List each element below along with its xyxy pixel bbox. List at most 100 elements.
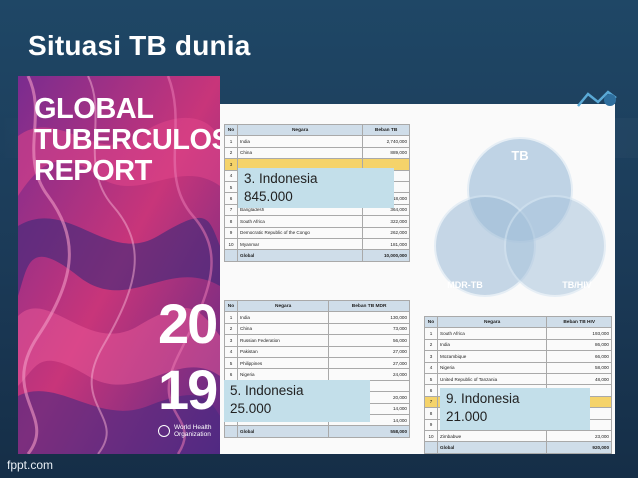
rank-cell: 8 <box>224 215 238 228</box>
country-cell: China <box>236 322 330 336</box>
total-value: 558,000 <box>328 425 410 438</box>
table-row: 3 Russian Federation 56,000 <box>224 334 410 347</box>
rank-cell: 5 <box>424 372 438 386</box>
table-header: Beban TB HIV <box>546 315 612 329</box>
report-cover: GLOBAL TUBERCULOSIS REPORT 20 19 World H… <box>18 76 220 454</box>
rank-cell: 3 <box>224 158 238 171</box>
total-row: Global 10,000,000 <box>224 249 410 262</box>
table-header: No <box>424 315 438 329</box>
tb-hiv-burden-table: No Negara Beban TB HIV 1 South Africa 193,… <box>424 315 612 454</box>
rank-cell: 6 <box>224 368 238 381</box>
total-value: 920,000 <box>546 441 612 454</box>
rank-cell: 3 <box>424 350 438 363</box>
rank-cell: 10 <box>224 237 238 251</box>
country-cell: Myanmar <box>236 237 364 251</box>
table-row: 10 Zimbabwe 23,000 <box>424 429 612 443</box>
table-header: No <box>224 299 238 313</box>
country-cell: South Africa <box>236 215 364 228</box>
value-cell: 86,000 <box>546 338 612 352</box>
rank-cell: 4 <box>224 345 238 358</box>
rank-cell: 4 <box>224 169 238 182</box>
rank-cell: 9 <box>424 418 438 431</box>
value-cell: 23,000 <box>546 429 612 443</box>
venn-label-hiv: TB/HIV <box>562 280 592 290</box>
value-cell: 24,000 <box>328 368 410 381</box>
rank-cell: 4 <box>424 361 438 374</box>
value-cell: 66,000 <box>546 350 612 363</box>
rank-cell: 7 <box>224 203 238 217</box>
total-row: Global 558,000 <box>224 425 410 438</box>
rank-cell: 5 <box>224 356 238 370</box>
cover-title: GLOBAL TUBERCULOSIS REPORT <box>34 93 220 187</box>
value-cell: 27,000 <box>328 356 410 370</box>
venn-label-tb: TB <box>511 148 528 163</box>
cover-organization: World Health Organization <box>174 424 212 438</box>
slide-footer: fppt.com <box>7 458 54 472</box>
total-cell <box>424 441 438 454</box>
rank-cell: 10 <box>424 429 438 443</box>
table-row: 5 United Republic of Tanzania 48,000 <box>424 372 612 386</box>
table-header: Negara <box>236 123 364 137</box>
rank-cell: 2 <box>424 338 438 352</box>
country-cell: Nigeria <box>436 361 548 374</box>
country-cell: Zimbabwe <box>436 429 548 443</box>
rank-cell: 1 <box>224 311 238 324</box>
table-header: Negara <box>436 315 548 329</box>
table-row: 9 Democratic Republic of the Congo 262,000 <box>224 226 410 239</box>
venn-label-mdr: MDR-TB <box>447 280 483 290</box>
total-label: Global <box>436 441 548 454</box>
country-cell: Russian Federation <box>236 334 330 347</box>
rank-cell: 7 <box>424 395 438 409</box>
value-cell: 73,000 <box>328 322 410 336</box>
rank-cell: 3 <box>224 334 238 347</box>
rank-cell: 5 <box>224 180 238 194</box>
value-cell: 262,000 <box>362 226 410 239</box>
table-row: 2 China 889,000 <box>224 146 410 160</box>
total-label: Global <box>236 249 364 262</box>
table-row: 2 India 86,000 <box>424 338 612 352</box>
table-row: 10 Myanmar 181,000 <box>224 237 410 251</box>
callout-hiv-indonesia: 9. Indonesia 21.000 <box>440 388 590 430</box>
table-row: 4 Pakistan 27,000 <box>224 345 410 358</box>
table-header: No <box>224 123 238 137</box>
table-row: 6 Nigeria 24,000 <box>224 368 410 381</box>
cover-year: 20 19 <box>158 292 218 421</box>
table-row: 2 China 73,000 <box>224 322 410 336</box>
rank-cell: 8 <box>424 407 438 420</box>
venn-diagram: TB MDR-TB TB/HIV <box>434 137 606 297</box>
country-cell: Democratic Republic of the Congo <box>236 226 364 239</box>
table-row: 5 Philippines 27,000 <box>224 356 410 370</box>
tb-burden-table: No Negara Beban TB 1 India 2,740,000 2 China… <box>224 123 410 262</box>
country-cell: United Republic of Tanzania <box>436 372 548 386</box>
rank-cell: 2 <box>224 146 238 160</box>
table-header: Beban TB MDR <box>328 299 410 313</box>
callout-mdr-indonesia: 5. Indonesia 25.000 <box>224 380 370 422</box>
total-label: Global <box>236 425 330 438</box>
country-cell: Nigeria <box>236 368 330 381</box>
rank-cell: 1 <box>224 135 238 148</box>
country-cell: India <box>236 135 364 148</box>
value-cell: 2,740,000 <box>362 135 410 148</box>
rank-cell: 6 <box>424 384 438 397</box>
value-cell: 48,000 <box>546 372 612 386</box>
table-row: 3 Mozambique 66,000 <box>424 350 612 363</box>
rank-cell: 1 <box>424 327 438 340</box>
total-cell <box>224 425 238 438</box>
value-cell: 56,000 <box>328 334 410 347</box>
table-header: Negara <box>236 299 330 313</box>
slide-title: Situasi TB dunia <box>28 30 251 61</box>
country-cell: Philippines <box>236 356 330 370</box>
value-cell: 193,000 <box>546 327 612 340</box>
value-cell: 58,000 <box>546 361 612 374</box>
callout-tb-indonesia: 3. Indonesia 845.000 <box>238 168 394 208</box>
decorative-icon <box>577 90 617 107</box>
country-cell: China <box>236 146 364 160</box>
value-cell: 889,000 <box>362 146 410 160</box>
table-row: 1 India 130,000 <box>224 311 410 324</box>
cover-pattern <box>18 76 220 454</box>
rank-cell: 9 <box>224 226 238 239</box>
total-row: Global 920,000 <box>424 441 612 454</box>
value-cell: 181,000 <box>362 237 410 251</box>
country-cell: India <box>436 338 548 352</box>
venn-circle-hiv <box>504 195 606 297</box>
